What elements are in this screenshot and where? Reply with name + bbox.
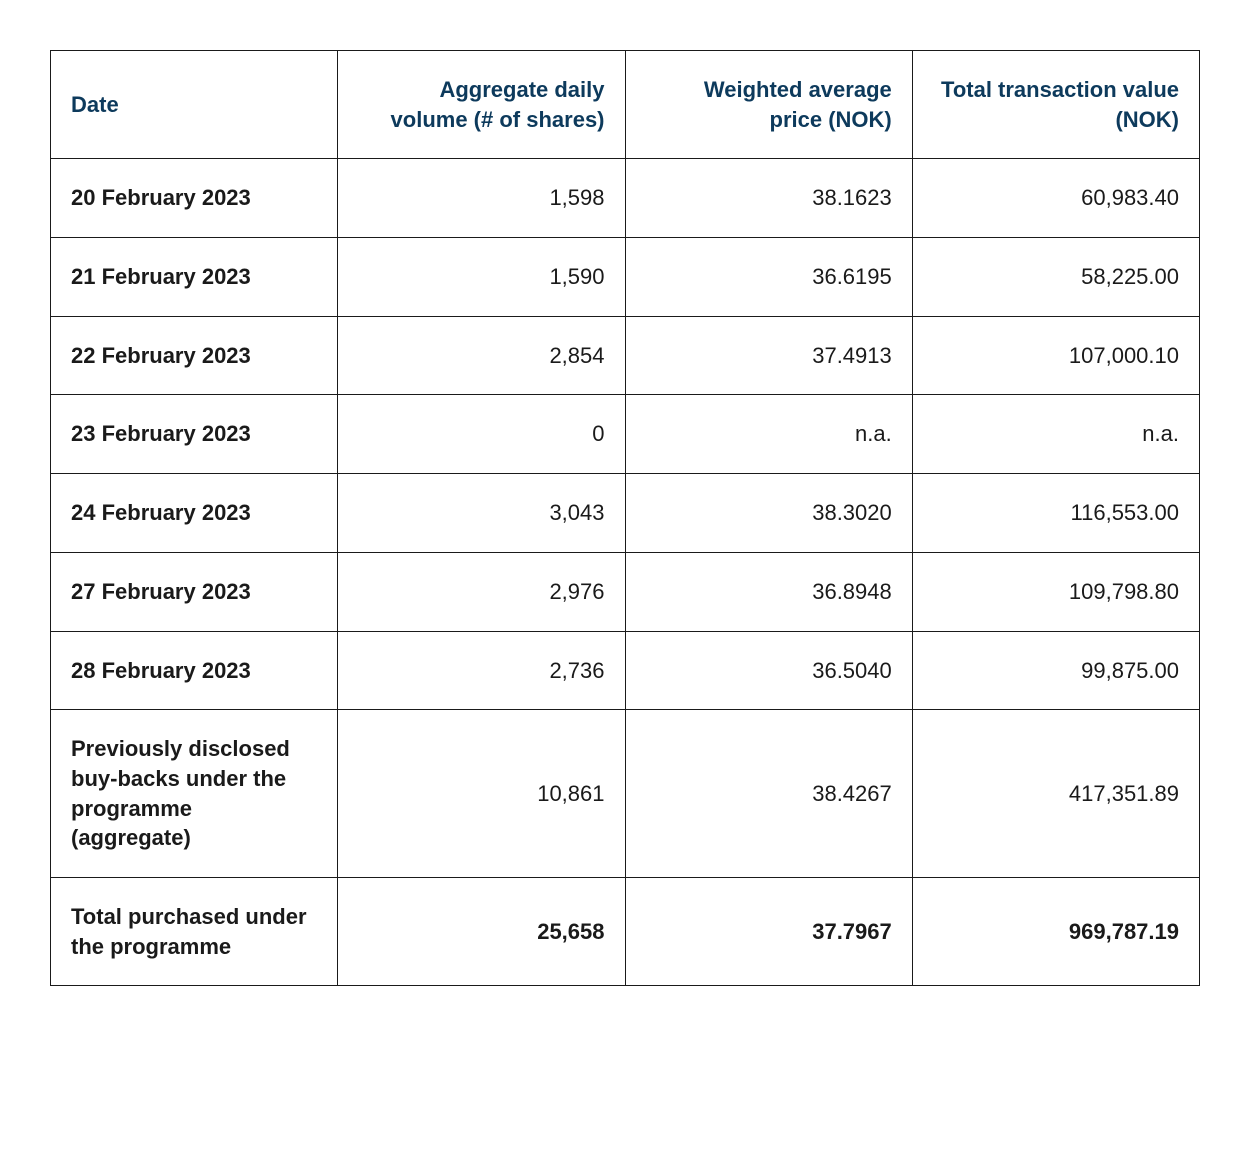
cell-date: Previously disclosed buy-backs under the…	[51, 710, 338, 878]
table-header: Date Aggregate daily volume (# of shares…	[51, 51, 1200, 159]
table-row: 21 February 20231,59036.619558,225.00	[51, 238, 1200, 317]
table-row: 28 February 20232,73636.504099,875.00	[51, 631, 1200, 710]
cell-volume: 1,590	[338, 238, 625, 317]
cell-volume: 0	[338, 395, 625, 474]
cell-date: Total purchased under the programme	[51, 877, 338, 985]
header-row: Date Aggregate daily volume (# of shares…	[51, 51, 1200, 159]
cell-date: 20 February 2023	[51, 159, 338, 238]
cell-volume: 2,736	[338, 631, 625, 710]
table-body: 20 February 20231,59838.162360,983.4021 …	[51, 159, 1200, 986]
table-row: 27 February 20232,97636.8948109,798.80	[51, 552, 1200, 631]
cell-value: 107,000.10	[912, 316, 1199, 395]
cell-value: 417,351.89	[912, 710, 1199, 878]
cell-volume: 2,976	[338, 552, 625, 631]
cell-value: 60,983.40	[912, 159, 1199, 238]
cell-date: 27 February 2023	[51, 552, 338, 631]
cell-date: 28 February 2023	[51, 631, 338, 710]
cell-date: 21 February 2023	[51, 238, 338, 317]
cell-value: 99,875.00	[912, 631, 1199, 710]
table-row: 20 February 20231,59838.162360,983.40	[51, 159, 1200, 238]
cell-date: 23 February 2023	[51, 395, 338, 474]
cell-date: 24 February 2023	[51, 474, 338, 553]
table-row: 24 February 20233,04338.3020116,553.00	[51, 474, 1200, 553]
table-row: Previously disclosed buy-backs under the…	[51, 710, 1200, 878]
cell-price: n.a.	[625, 395, 912, 474]
cell-volume: 10,861	[338, 710, 625, 878]
cell-price: 38.1623	[625, 159, 912, 238]
table-row: Total purchased under the programme25,65…	[51, 877, 1200, 985]
cell-value: 116,553.00	[912, 474, 1199, 553]
cell-price: 36.5040	[625, 631, 912, 710]
cell-value: 109,798.80	[912, 552, 1199, 631]
cell-value: 58,225.00	[912, 238, 1199, 317]
header-volume: Aggregate daily volume (# of shares)	[338, 51, 625, 159]
buyback-table: Date Aggregate daily volume (# of shares…	[50, 50, 1200, 986]
header-price: Weighted average price (NOK)	[625, 51, 912, 159]
cell-volume: 1,598	[338, 159, 625, 238]
cell-value: n.a.	[912, 395, 1199, 474]
cell-price: 36.6195	[625, 238, 912, 317]
header-date: Date	[51, 51, 338, 159]
header-value: Total transaction value (NOK)	[912, 51, 1199, 159]
cell-value: 969,787.19	[912, 877, 1199, 985]
cell-volume: 2,854	[338, 316, 625, 395]
cell-price: 38.4267	[625, 710, 912, 878]
cell-volume: 25,658	[338, 877, 625, 985]
cell-price: 36.8948	[625, 552, 912, 631]
cell-price: 37.7967	[625, 877, 912, 985]
table-row: 23 February 20230n.a.n.a.	[51, 395, 1200, 474]
cell-price: 38.3020	[625, 474, 912, 553]
cell-date: 22 February 2023	[51, 316, 338, 395]
table-row: 22 February 20232,85437.4913107,000.10	[51, 316, 1200, 395]
cell-volume: 3,043	[338, 474, 625, 553]
cell-price: 37.4913	[625, 316, 912, 395]
